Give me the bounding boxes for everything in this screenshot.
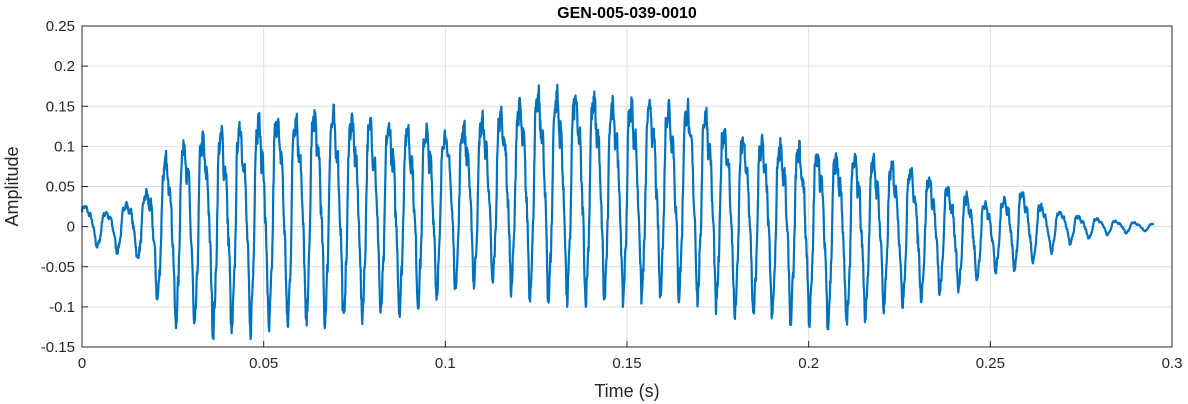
y-axis-label: Amplitude (2, 146, 22, 226)
x-tick-label: 0.1 (435, 355, 456, 372)
tick-marks-and-labels: 0 0.05 0.1 0.15 0.2 0.25 0.3 -0.15 -0.1 -0.05 0 0.0… (41, 18, 1183, 372)
chart-title: GEN-005-039-0010 (557, 5, 697, 22)
x-tick-label: 0 (78, 355, 86, 372)
y-tick-label: -0.15 (41, 339, 75, 356)
x-tick-label: 0.2 (798, 355, 819, 372)
x-tick-label: 0.25 (976, 355, 1005, 372)
y-tick-label: -0.1 (49, 299, 75, 316)
y-tick-label: 0.25 (46, 18, 75, 35)
x-axis-label: Time (s) (594, 381, 659, 401)
plot-area (80, 83, 1155, 341)
x-tick-label: 0.15 (612, 355, 641, 372)
x-tick-label: 0.05 (249, 355, 278, 372)
y-tick-label: 0.1 (54, 138, 75, 155)
signal-series-line (80, 83, 1155, 341)
y-tick-label: 0.2 (54, 58, 75, 75)
y-tick-label: -0.05 (41, 259, 75, 276)
y-tick-label: 0.05 (46, 179, 75, 196)
x-tick-label: 0.3 (1162, 355, 1183, 372)
y-tick-label: 0 (67, 219, 75, 236)
y-tick-label: 0.15 (46, 98, 75, 115)
